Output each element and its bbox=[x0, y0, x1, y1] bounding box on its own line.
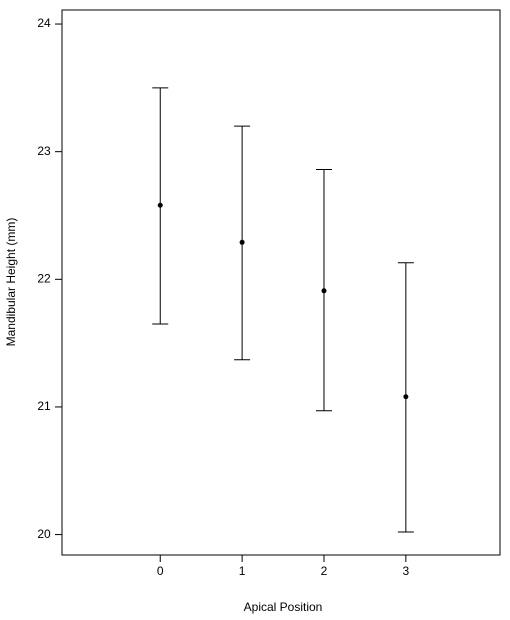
mean-point bbox=[321, 288, 327, 294]
y-tick-label: 24 bbox=[37, 16, 51, 30]
y-tick-label: 22 bbox=[37, 271, 51, 285]
plot-frame bbox=[61, 9, 501, 556]
y-tick-label: 20 bbox=[37, 527, 51, 541]
y-tick-label: 23 bbox=[37, 144, 51, 158]
mean-point bbox=[157, 202, 163, 208]
y-tick-label: 21 bbox=[37, 399, 51, 413]
x-tick-label: 0 bbox=[157, 564, 164, 578]
x-tick-label: 2 bbox=[321, 564, 328, 578]
x-tick-label: 1 bbox=[239, 564, 246, 578]
y-axis-label: Mandibular Height (mm) bbox=[4, 218, 18, 347]
x-axis-label: Apical Position bbox=[244, 600, 323, 614]
x-tick-label: 3 bbox=[403, 564, 410, 578]
mean-point bbox=[239, 239, 245, 245]
mean-point bbox=[403, 394, 409, 400]
